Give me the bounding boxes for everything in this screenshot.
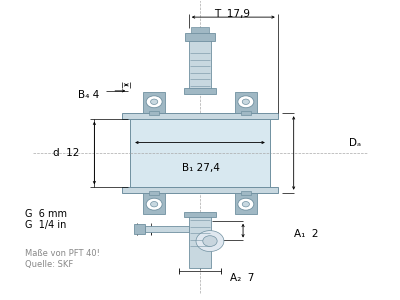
Text: B₁ 27,4: B₁ 27,4	[182, 163, 220, 173]
Bar	[143, 92, 165, 113]
Text: Maße von PFT 40!: Maße von PFT 40!	[25, 248, 100, 257]
Bar	[122, 113, 278, 119]
Circle shape	[146, 96, 162, 108]
Bar	[191, 27, 209, 33]
Bar	[241, 191, 251, 195]
Circle shape	[203, 236, 217, 247]
Text: B₄ 4: B₄ 4	[78, 90, 100, 100]
Text: Dₐ: Dₐ	[350, 137, 362, 148]
Bar	[235, 193, 257, 214]
Text: G  1/4 in: G 1/4 in	[25, 220, 66, 230]
Circle shape	[150, 202, 158, 207]
Bar	[149, 111, 159, 115]
Bar	[241, 111, 251, 115]
Circle shape	[196, 231, 224, 251]
Text: T  17,9: T 17,9	[214, 9, 250, 19]
Bar	[184, 212, 216, 217]
Bar	[122, 187, 278, 193]
Circle shape	[242, 99, 250, 104]
Circle shape	[238, 96, 254, 108]
Circle shape	[242, 202, 250, 207]
Text: G  6 mm: G 6 mm	[25, 209, 67, 219]
Circle shape	[150, 99, 158, 104]
Bar	[235, 92, 257, 113]
Bar	[143, 193, 165, 214]
Bar	[185, 33, 215, 41]
Bar	[189, 214, 211, 268]
Circle shape	[146, 198, 162, 210]
Bar	[130, 118, 270, 187]
Bar	[184, 88, 216, 94]
Text: Quelle: SKF: Quelle: SKF	[25, 260, 73, 268]
Bar	[134, 224, 145, 234]
Bar	[189, 40, 211, 92]
Text: d  12: d 12	[52, 148, 79, 158]
Text: A₂  7: A₂ 7	[230, 273, 254, 283]
Bar	[149, 191, 159, 195]
Bar	[145, 226, 189, 232]
Text: A₁  2: A₁ 2	[294, 229, 318, 238]
Circle shape	[238, 198, 254, 210]
